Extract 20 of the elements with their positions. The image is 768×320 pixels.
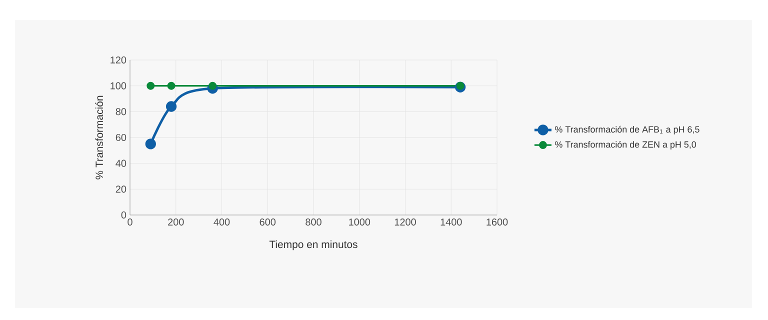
legend-label: % Transformación de AFB$_{1}$ a pH 6,5 [555,126,700,134]
x-tick-label: 1200 [394,218,416,226]
y-tick-label: 120 [110,56,126,64]
x-tick-label: 1000 [349,218,370,226]
x-tick-label: 800 [306,218,322,226]
x-tick-label: 1400 [440,218,462,226]
x-axis-title: Tiempo en minutos [269,240,358,250]
x-tick-label: 400 [214,218,230,226]
y-tick-label: 40 [116,160,126,167]
y-axis-title: % Transformación [95,96,104,180]
y-tick-label: 80 [116,108,126,116]
y-tick-label: 20 [116,186,126,193]
x-tick-label: 0 [128,218,132,226]
y-tick-label: 100 [110,82,126,90]
x-tick-label: 600 [260,218,276,226]
legend-label: % Transformación de ZEN a pH 5,0 [555,140,696,150]
y-tick-label: 60 [116,134,126,142]
y-tick-label: 0 [121,211,126,219]
x-tick-label: 200 [168,218,184,226]
x-tick-label: 1600 [486,218,508,226]
